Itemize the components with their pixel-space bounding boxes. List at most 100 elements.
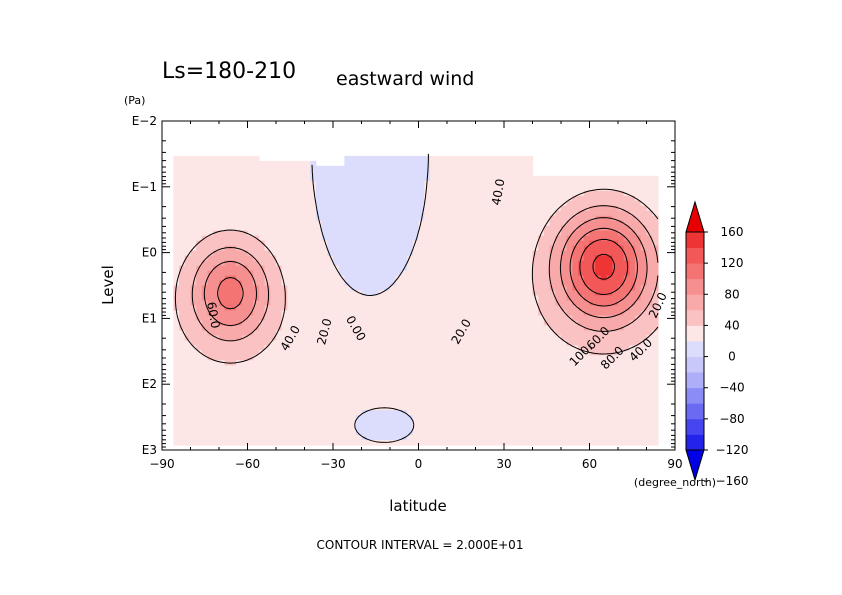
contour-cell [521, 365, 528, 371]
contour-cell [253, 415, 260, 421]
contour-cell [173, 270, 180, 277]
contour-cell [247, 415, 254, 421]
contour-cell [230, 160, 237, 167]
contour-cell [213, 195, 220, 202]
contour-cell [270, 360, 277, 366]
contour-cell [264, 195, 271, 202]
contour-cell [407, 190, 414, 197]
contour-cell [179, 430, 186, 436]
contour-cell [384, 370, 391, 376]
contour-cell [355, 275, 363, 282]
contour-cell [184, 190, 192, 197]
contour-cell [424, 285, 431, 292]
contour-cell [652, 360, 659, 366]
contour-cell [258, 425, 266, 431]
contour-cell [447, 350, 454, 356]
contour-cell [469, 240, 477, 247]
contour-cell [435, 175, 442, 182]
contour-cell [378, 355, 385, 361]
contour-cell [578, 240, 585, 247]
contour-cell [253, 370, 260, 376]
contour-cell [532, 250, 539, 257]
contour-cell [276, 205, 283, 212]
contour-cell [344, 395, 351, 401]
contour-cell [350, 210, 357, 217]
contour-cell [452, 405, 459, 411]
contour-cell [201, 340, 209, 346]
contour-cell [578, 275, 585, 282]
contour-cell [561, 265, 568, 272]
contour-cell [635, 210, 642, 217]
contour-cell [595, 330, 602, 336]
contour-cell [526, 310, 534, 316]
contour-cell [253, 190, 260, 197]
contour-cell [589, 440, 596, 446]
contour-cell [179, 175, 186, 182]
contour-cell [270, 345, 277, 351]
contour-cell [270, 400, 277, 406]
contour-cell [441, 255, 448, 262]
contour-cell [458, 350, 465, 356]
contour-cell [521, 265, 528, 272]
contour-cell [441, 180, 448, 187]
contour-cell [230, 330, 237, 336]
contour-cell [595, 285, 602, 292]
contour-cell [333, 210, 340, 217]
contour-cell [401, 230, 408, 237]
contour-cell [281, 240, 288, 247]
contour-cell [583, 295, 591, 302]
contour-cell [561, 305, 568, 312]
contour-cell [555, 365, 562, 371]
contour-cell [184, 165, 192, 172]
contour-cell [367, 395, 374, 401]
contour-cell [521, 205, 528, 212]
contour-cell [606, 410, 613, 416]
contour-cell [464, 165, 471, 172]
contour-cell [355, 245, 363, 252]
contour-cell [293, 360, 300, 366]
contour-cell [452, 155, 459, 162]
contour-cell [429, 375, 437, 381]
contour-cell [287, 290, 294, 297]
contour-cell [549, 385, 556, 391]
contour-cell [583, 440, 591, 446]
contour-cell [600, 370, 608, 376]
contour-cell [623, 285, 630, 292]
contour-cell [424, 375, 431, 381]
contour-cell [635, 355, 642, 361]
contour-cell [543, 255, 551, 262]
contour-cell [344, 290, 351, 297]
contour-cell [395, 410, 402, 416]
contour-cell [304, 200, 311, 207]
contour-cell [418, 335, 425, 341]
contour-cell [344, 225, 351, 232]
contour-cell [475, 380, 482, 386]
contour-cell [475, 365, 482, 371]
contour-cell [241, 210, 249, 217]
contour-cell [264, 395, 271, 401]
contour-cell [293, 245, 300, 252]
contour-cell [532, 240, 539, 247]
contour-label: 60.0 [204, 301, 222, 330]
contour-cell [595, 260, 602, 267]
contour-cell [378, 330, 385, 336]
contour-cell [287, 235, 294, 242]
contour-cell [612, 180, 619, 187]
contour-cell [196, 360, 203, 366]
contour-cell [236, 310, 243, 316]
contour-cell [196, 245, 203, 252]
contour-cell [509, 440, 516, 446]
contour-cell [646, 205, 653, 212]
contour-cell [452, 180, 459, 187]
contour-cell [486, 435, 494, 441]
contour-cell [378, 280, 385, 287]
contour-cell [276, 225, 283, 232]
contour-cell [384, 265, 391, 272]
contour-cell [589, 240, 596, 247]
contour-cell [367, 200, 374, 207]
contour-cell [458, 290, 465, 297]
contour-cell [469, 290, 477, 297]
contour-cell [595, 210, 602, 217]
contour-cell [555, 235, 562, 242]
contour-cell [304, 285, 311, 292]
